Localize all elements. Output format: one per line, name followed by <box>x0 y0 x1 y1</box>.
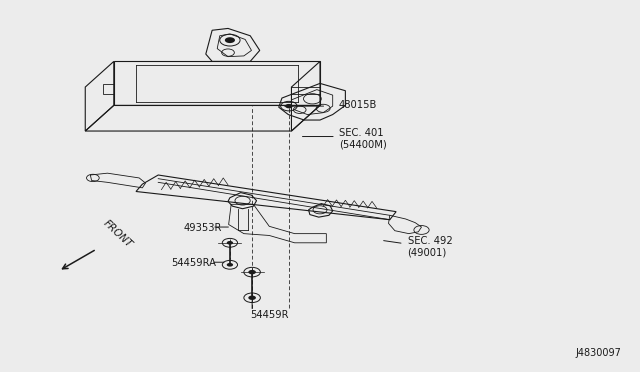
Circle shape <box>248 270 256 274</box>
Circle shape <box>227 241 233 245</box>
Text: J4830097: J4830097 <box>575 348 621 358</box>
Circle shape <box>285 104 292 108</box>
Text: 54459RA: 54459RA <box>171 258 216 268</box>
Text: 54459R: 54459R <box>250 310 289 320</box>
Circle shape <box>227 263 233 267</box>
Text: 48015B: 48015B <box>339 100 378 110</box>
Text: SEC. 401
(54400M): SEC. 401 (54400M) <box>339 128 387 149</box>
Text: 49353R: 49353R <box>184 223 222 233</box>
Circle shape <box>248 296 256 300</box>
Circle shape <box>225 37 235 43</box>
Text: SEC. 492
(49001): SEC. 492 (49001) <box>408 236 452 257</box>
Text: FRONT: FRONT <box>101 219 134 250</box>
